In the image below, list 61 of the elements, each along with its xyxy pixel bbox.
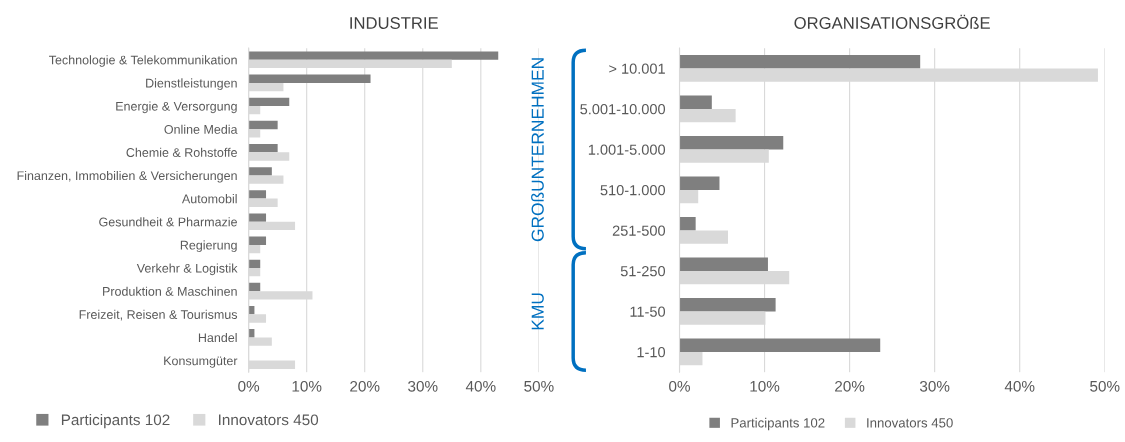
x-tick-label: 30% <box>408 380 438 392</box>
bar <box>248 51 499 60</box>
y-tick-label: Konsumgüter <box>164 356 238 368</box>
bar <box>679 338 881 352</box>
y-tick-label: Gesundheit & Pharmazie <box>99 217 237 227</box>
bar <box>248 167 272 176</box>
y-tick-label: > 10.001 <box>609 63 665 74</box>
bar <box>679 55 921 69</box>
legend-label: Participants 102 <box>61 414 170 429</box>
x-tick-label: 10% <box>292 380 322 392</box>
y-tick-label: 51-250 <box>620 266 666 277</box>
bar <box>248 213 267 222</box>
bar <box>248 143 278 153</box>
bar <box>679 298 776 312</box>
y-tick-label: Automobil <box>181 194 237 204</box>
y-tick-label: Produktion & Maschinen <box>103 286 237 296</box>
bar <box>248 236 267 245</box>
annotation: KMU <box>531 293 544 330</box>
y-tick-label: Online Media <box>164 124 238 134</box>
y-tick-label: 11-50 <box>630 306 666 317</box>
x-tick-label: 50% <box>1090 380 1120 392</box>
bar <box>248 97 290 107</box>
y-tick-label: 510-1.000 <box>600 185 666 196</box>
y-tick-label: Technologie & Telekommunikation <box>49 55 237 67</box>
y-tick-label: 1.001-5.000 <box>588 144 666 155</box>
x-tick-label: 50% <box>524 380 554 392</box>
y-tick-label: Freizeit, Reisen & Tourismus <box>79 309 238 321</box>
bar <box>248 282 261 292</box>
bar <box>248 190 267 199</box>
y-tick-label: Chemie & Rohstoffe <box>126 147 237 157</box>
x-tick-label: 20% <box>835 380 865 392</box>
bar <box>248 259 261 269</box>
bar <box>679 217 696 231</box>
legend-label: Innovators 450 <box>867 418 953 428</box>
y-tick-label: 251-500 <box>612 225 666 236</box>
bar <box>679 136 784 150</box>
y-tick-label: 1-10 <box>637 347 666 358</box>
bar <box>679 95 712 109</box>
y-tick-label: 5.001-10.000 <box>580 104 666 115</box>
y-tick-label: Dienstleistungen <box>146 78 237 91</box>
bar <box>679 176 720 190</box>
x-tick-label: 10% <box>750 380 780 392</box>
x-tick-label: 40% <box>465 380 496 392</box>
y-tick-label: Energie & Versorgung <box>116 101 237 114</box>
x-tick-label: 40% <box>1004 380 1035 392</box>
chart-title: INDUSTRIE <box>350 17 438 29</box>
bar <box>248 74 371 83</box>
chart-title: ORGANISATIONSGRÖßE <box>794 14 990 29</box>
legend-label: Innovators 450 <box>219 414 319 426</box>
y-tick-label: Handel <box>198 332 237 343</box>
annotation: GROßUNTERNEHMEN <box>531 58 544 242</box>
bar <box>679 257 768 271</box>
x-tick-label: 0% <box>669 380 690 392</box>
y-tick-label: Regierung <box>180 240 237 253</box>
x-tick-label: 20% <box>350 380 380 392</box>
x-tick-label: 0% <box>238 380 260 392</box>
y-tick-label: Verkehr & Logistik <box>136 263 238 276</box>
bar <box>248 120 278 130</box>
x-tick-label: 30% <box>919 380 950 392</box>
y-tick-label: Finanzen, Immobilien & Versicherungen <box>17 170 237 183</box>
legend-label: Participants 102 <box>731 417 825 431</box>
